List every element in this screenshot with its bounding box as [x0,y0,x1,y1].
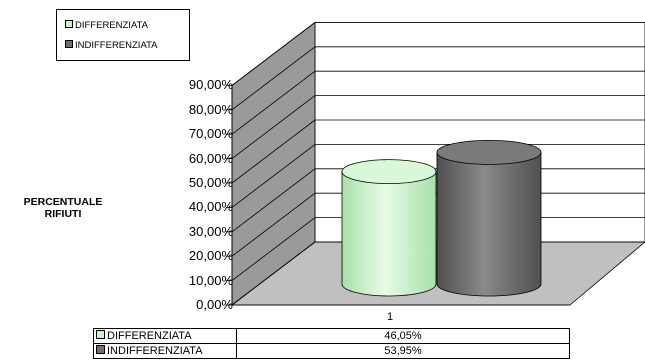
y-tick-label: 90,00% [188,77,233,93]
y-tick-label: 20,00% [188,248,233,264]
gridline-side [231,217,316,281]
legend: DIFFERENZIATA INDIFFERENZIATA [56,9,190,61]
x-tick-label: 1 [387,311,393,323]
y-tick-label: 80,00% [188,101,233,117]
bar-indifferenziata-body [436,151,542,297]
data-table-label-cell: INDIFFERENZIATA [93,343,237,359]
data-table-row: INDIFFERENZIATA 53,95% [93,343,570,359]
legend-swatch-indifferenziata [65,40,73,48]
data-table-label: INDIFFERENZIATA [107,345,203,357]
bar-differenziata [341,159,437,297]
y-tick-label: 70,00% [188,126,233,142]
legend-swatch-differenziata [65,20,73,28]
gridline-side [231,95,316,159]
data-table-value: 53,95% [236,343,570,359]
chart-gridlines: 1 [226,21,645,323]
bar-indifferenziata-top [436,139,542,165]
y-tick-label: 30,00% [188,223,233,239]
y-tick-label: 10,00% [188,272,233,288]
gridline-side [231,192,316,257]
gridline-side [231,168,316,233]
y-axis-title: PERCENTUALE RIFIUTI [23,196,103,220]
gridline-side [231,144,316,208]
data-table-swatch-differenziata [96,330,105,339]
y-tick-label: 50,00% [188,175,233,190]
y-tick-label: 40,00% [188,199,233,215]
gridline-side [231,241,316,306]
data-table-value: 46,05% [236,328,570,344]
gridline-side [231,22,316,86]
legend-label-differenziata: DIFFERENZIATA [75,20,149,31]
bar-indifferenziata [436,139,542,297]
chart-bars [341,139,542,297]
legend-item-indifferenziata: INDIFFERENZIATA [65,40,158,51]
y-tick-label: 0,00% [196,297,233,312]
data-table-label: DIFFERENZIATA [107,330,192,342]
legend-label-indifferenziata: INDIFFERENZIATA [75,40,158,51]
data-table: DIFFERENZIATA 46,05% INDIFFERENZIATA 53,… [93,328,570,359]
gridline-side [231,70,316,135]
gridline-side [231,119,316,184]
y-tick-label: 60,00% [188,150,233,166]
legend-item-differenziata: DIFFERENZIATA [65,20,148,31]
bar-differenziata-top [341,159,437,185]
data-table-row: DIFFERENZIATA 46,05% [93,328,570,344]
gridline-side [231,46,316,111]
bar-differenziata-body [341,171,437,297]
data-table-swatch-indifferenziata [96,345,105,354]
data-table-label-cell: DIFFERENZIATA [93,328,237,344]
